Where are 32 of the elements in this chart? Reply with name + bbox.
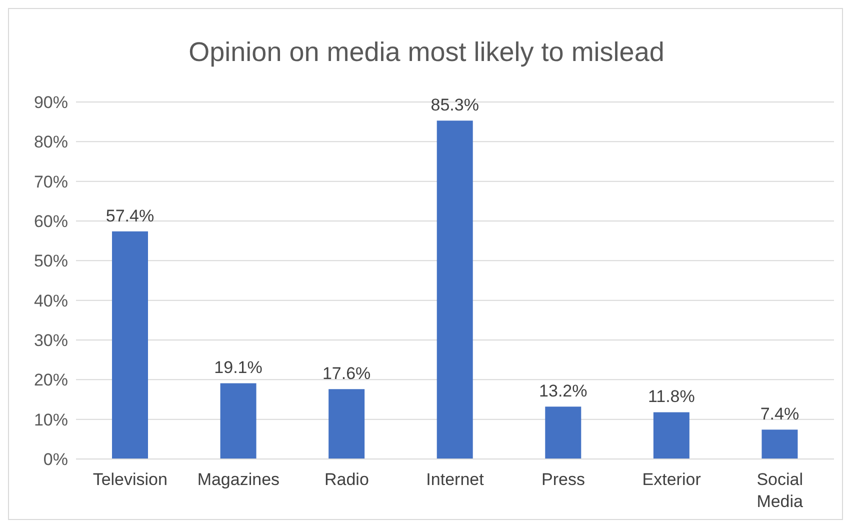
y-tick-label: 10% bbox=[34, 410, 68, 430]
y-tick-label: 20% bbox=[34, 370, 68, 390]
y-tick-label: 40% bbox=[34, 291, 68, 310]
data-label: 85.3% bbox=[430, 96, 479, 115]
y-tick-label: 0% bbox=[43, 450, 68, 470]
data-label: 7.4% bbox=[760, 404, 800, 424]
data-label: 11.8% bbox=[648, 387, 695, 406]
data-label: 17.6% bbox=[322, 364, 371, 384]
y-tick-label: 30% bbox=[34, 331, 68, 350]
bar bbox=[545, 406, 582, 459]
x-tick-label: Magazines bbox=[197, 470, 280, 489]
x-tick-label: Radio bbox=[324, 470, 369, 489]
bar bbox=[112, 231, 148, 459]
bar bbox=[762, 430, 798, 459]
data-label: 57.4% bbox=[106, 206, 154, 226]
x-tick-label: Social Media bbox=[756, 470, 804, 511]
data-label: 19.1% bbox=[214, 358, 262, 378]
x-tick-label: Internet bbox=[426, 470, 484, 489]
bar bbox=[436, 120, 473, 459]
x-tick-label: Television bbox=[92, 470, 168, 489]
y-tick-label: 50% bbox=[34, 252, 68, 271]
bar bbox=[653, 412, 690, 459]
bar bbox=[328, 389, 365, 459]
y-tick-label: 70% bbox=[34, 172, 68, 192]
y-tick-label: 90% bbox=[34, 93, 68, 112]
x-tick-label: Press bbox=[542, 470, 586, 489]
y-tick-label: 60% bbox=[34, 212, 68, 232]
bar bbox=[220, 383, 256, 459]
x-tick-label: Exterior bbox=[642, 470, 702, 489]
chart-title: Opinion on media most likely to mislead bbox=[188, 37, 666, 68]
y-tick-label: 80% bbox=[34, 132, 68, 152]
data-label: 13.2% bbox=[539, 382, 588, 401]
